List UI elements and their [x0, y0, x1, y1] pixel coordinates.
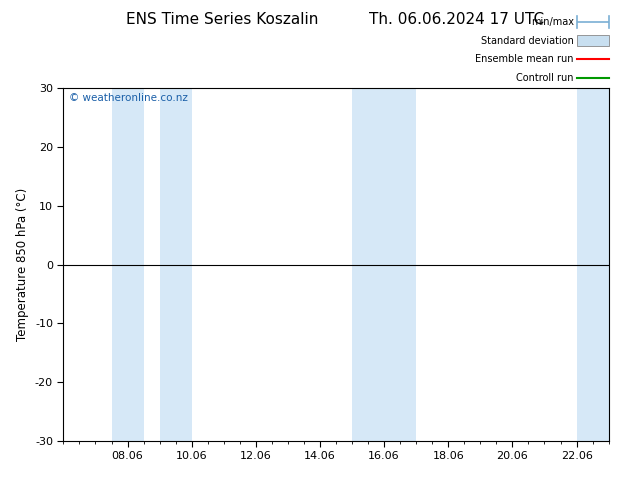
Bar — [576, 88, 609, 441]
Text: Standard deviation: Standard deviation — [481, 36, 574, 46]
Text: min/max: min/max — [531, 17, 574, 27]
Text: ENS Time Series Koszalin: ENS Time Series Koszalin — [126, 12, 318, 27]
Text: Ensemble mean run: Ensemble mean run — [476, 54, 574, 64]
Y-axis label: Temperature 850 hPa (°C): Temperature 850 hPa (°C) — [16, 188, 29, 341]
Bar — [352, 88, 416, 441]
Bar — [160, 88, 191, 441]
Text: Controll run: Controll run — [516, 73, 574, 83]
Text: © weatheronline.co.nz: © weatheronline.co.nz — [69, 94, 188, 103]
Bar — [112, 88, 143, 441]
Text: Th. 06.06.2024 17 UTC: Th. 06.06.2024 17 UTC — [369, 12, 544, 27]
